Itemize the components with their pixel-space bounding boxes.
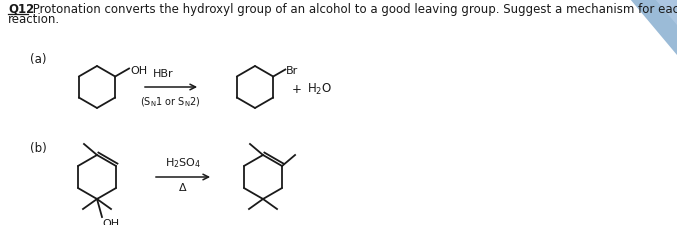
Text: Br: Br xyxy=(286,66,299,76)
Text: (b): (b) xyxy=(30,141,47,154)
Text: Δ: Δ xyxy=(179,182,187,192)
Text: Protonation converts the hydroxyl group of an alcohol to a good leaving group. S: Protonation converts the hydroxyl group … xyxy=(29,3,677,16)
Polygon shape xyxy=(655,0,677,26)
Text: HBr: HBr xyxy=(153,69,173,79)
Text: H$_\mathregular{2}$SO$_\mathregular{4}$: H$_\mathregular{2}$SO$_\mathregular{4}$ xyxy=(165,155,201,169)
Text: +: + xyxy=(292,83,302,96)
Text: reaction.: reaction. xyxy=(8,13,60,26)
Text: Q12: Q12 xyxy=(8,3,35,16)
Text: (S$_\mathregular{N}$1 or S$_\mathregular{N}$2): (S$_\mathregular{N}$1 or S$_\mathregular… xyxy=(140,95,200,108)
Polygon shape xyxy=(630,0,677,56)
Text: OH: OH xyxy=(130,65,147,75)
Text: H$_\mathregular{2}$O: H$_\mathregular{2}$O xyxy=(307,82,332,97)
Text: (a): (a) xyxy=(30,53,47,66)
Text: OH: OH xyxy=(102,218,119,225)
